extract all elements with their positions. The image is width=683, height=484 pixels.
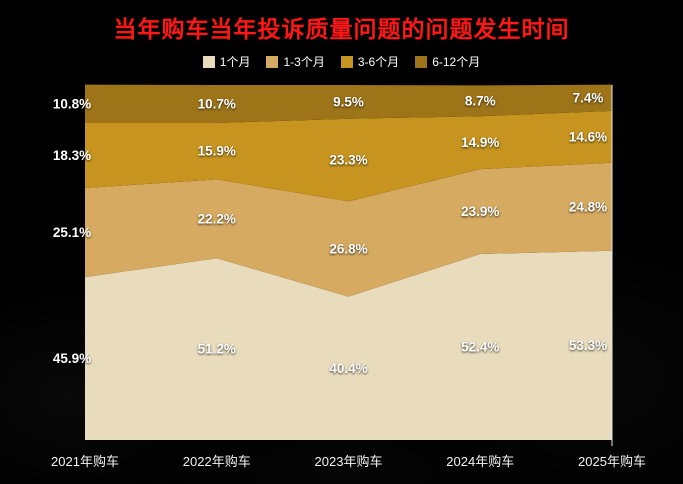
value-label: 14.9% xyxy=(461,135,499,150)
legend-item-1[interactable]: 1个月 xyxy=(202,53,251,70)
legend-label: 1个月 xyxy=(219,55,251,69)
value-label: 8.7% xyxy=(465,93,496,108)
legend-swatch xyxy=(202,55,215,68)
legend-item-2[interactable]: 1-3个月 xyxy=(266,53,325,70)
value-label: 10.7% xyxy=(198,96,236,111)
value-label: 22.2% xyxy=(198,211,236,226)
value-label: 25.1% xyxy=(53,225,91,240)
value-label: 9.5% xyxy=(333,94,364,109)
value-label: 14.6% xyxy=(569,129,607,144)
legend-item-3[interactable]: 3-6个月 xyxy=(340,53,400,70)
value-label: 40.4% xyxy=(329,361,367,376)
value-label: 15.9% xyxy=(198,144,236,159)
legend-swatch xyxy=(266,55,279,68)
legend-swatch xyxy=(340,55,353,68)
legend: 1个月 1-3个月 3-6个月 6-12个月 xyxy=(0,53,683,70)
area-series-2 xyxy=(85,162,612,297)
legend-label: 6-12个月 xyxy=(432,55,481,69)
area-series-3 xyxy=(85,110,612,202)
value-label: 45.9% xyxy=(53,351,91,366)
value-label: 23.3% xyxy=(329,153,367,168)
value-label: 10.8% xyxy=(53,96,91,111)
value-label: 18.3% xyxy=(53,148,91,163)
legend-label: 1-3个月 xyxy=(283,55,325,69)
value-label: 23.9% xyxy=(461,204,499,219)
legend-item-4[interactable]: 6-12个月 xyxy=(415,53,480,70)
x-axis-label: 2022年购车 xyxy=(183,454,251,469)
value-label: 51.2% xyxy=(198,342,236,357)
x-axis-label: 2025年购车 xyxy=(578,454,646,469)
x-axis-label: 2024年购车 xyxy=(446,454,514,469)
value-label: 26.8% xyxy=(329,242,367,257)
value-label: 52.4% xyxy=(461,339,499,354)
area-series-4 xyxy=(85,84,612,123)
x-axis-label: 2023年购车 xyxy=(315,454,383,469)
legend-swatch xyxy=(415,55,428,68)
legend-label: 3-6个月 xyxy=(357,55,400,69)
value-label: 7.4% xyxy=(573,90,604,105)
x-axis-label: 2021年购车 xyxy=(51,454,119,469)
chart-title: 当年购车当年投诉质量问题的问题发生时间 xyxy=(113,16,570,42)
value-label: 24.8% xyxy=(569,199,607,214)
area-series-1 xyxy=(85,250,612,440)
value-label: 53.3% xyxy=(569,338,607,353)
